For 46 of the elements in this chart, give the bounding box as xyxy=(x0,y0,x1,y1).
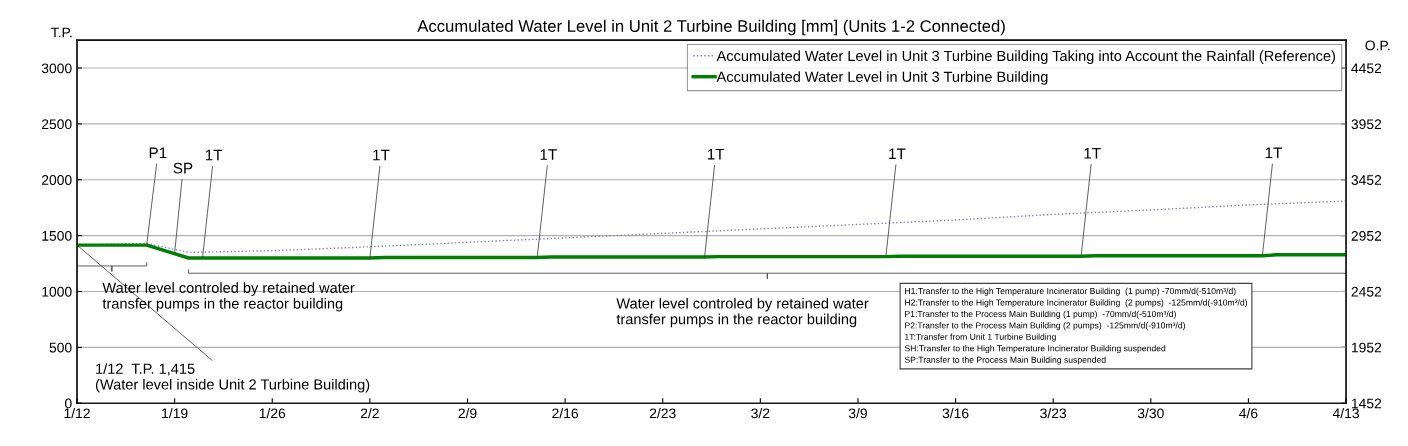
x-tick-label: 3/23 xyxy=(1040,408,1067,419)
annotation: 1T xyxy=(540,149,557,160)
y2-tick-label: 2952 xyxy=(1351,230,1382,241)
annotation: 1T xyxy=(1265,147,1283,159)
annotation: 1T xyxy=(707,148,725,160)
y2-tick-label: 1952 xyxy=(1351,342,1382,353)
x-tick-label: 3/2 xyxy=(751,408,770,419)
y2-tick-label: 4452 xyxy=(1351,63,1382,74)
annotation: Water level controled by retained water transfer pumps in the reactor building xyxy=(616,297,869,328)
y-tick-label: 0 xyxy=(64,398,72,409)
y-tick-label: 3000 xyxy=(41,63,72,74)
annotation: 1T xyxy=(205,149,223,161)
x-tick-label: 1/12 xyxy=(64,408,90,419)
y-axis-title: T.P. xyxy=(51,27,72,38)
annotation: 1/12 T.P. 1,415 (Water level inside Unit 2 Turbine Building) xyxy=(95,363,370,393)
y-tick-label: 1500 xyxy=(42,230,72,241)
annotation: 1T xyxy=(373,149,390,161)
x-tick-label: 1/26 xyxy=(259,408,286,419)
chart-title: Accumulated Water Level in Unit 2 Turbine Building [mm] (Units 1-2 Connected) xyxy=(417,19,1005,36)
y2-tick-label: 2452 xyxy=(1351,286,1382,297)
x-tick-label: 2/16 xyxy=(552,408,579,419)
y2-axis-title: O.P. xyxy=(1365,40,1390,51)
x-tick-label: 3/16 xyxy=(942,408,969,419)
annotation: 1T xyxy=(1084,148,1101,159)
y-tick-label: 500 xyxy=(49,342,72,353)
annotation: H1:Transfer to the High Temperature Incinerator Building (1 pump) -70mm/d(-510m³/d) H2:Transfer to the High Temperature Incinerator Building (2 pumps) -125mm/d(-910m³/d) P1:Transfer to the Process Main Building (1 pump) -70mm/d(-510m³/d) P2:Transfer to the Process Main Building (2 pumps) -125mm/d(-910m³/d) 1T:Transfer from Unit 1 Turbine Building SH:Transfer to the High Temperature Incinerator Building suspended SP:Transfer to the Process Main Building suspended xyxy=(904,287,1248,365)
legend-label: Accumulated Water Level in Unit 3 Turbine Building Taking into Account the Rainfall (Reference) xyxy=(716,50,1335,64)
y2-tick-label: 1452 xyxy=(1351,398,1382,409)
x-tick-label: 4/13 xyxy=(1332,408,1359,419)
x-tick-label: 3/30 xyxy=(1137,408,1164,419)
y2-tick-label: 3952 xyxy=(1351,119,1382,130)
y-tick-label: 2000 xyxy=(41,175,72,185)
annotation: SP xyxy=(173,162,193,174)
legend-label: Accumulated Water Level in Unit 3 Turbine Building xyxy=(716,71,1048,85)
x-tick-label: 3/9 xyxy=(848,408,867,419)
y-tick-label: 2500 xyxy=(41,119,72,130)
annotation: Water level controled by retained water transfer pumps in the reactor building xyxy=(102,282,355,312)
y-tick-label: 1000 xyxy=(42,286,72,297)
x-tick-label: 4/6 xyxy=(1239,408,1258,419)
annotation: 1T xyxy=(889,148,906,160)
x-tick-label: 2/9 xyxy=(458,408,477,419)
x-tick-label: 2/2 xyxy=(360,408,379,419)
y2-tick-label: 3452 xyxy=(1351,175,1382,185)
annotation: P1 xyxy=(149,147,167,159)
x-tick-label: 1/19 xyxy=(162,408,188,419)
x-tick-label: 2/23 xyxy=(649,408,676,419)
